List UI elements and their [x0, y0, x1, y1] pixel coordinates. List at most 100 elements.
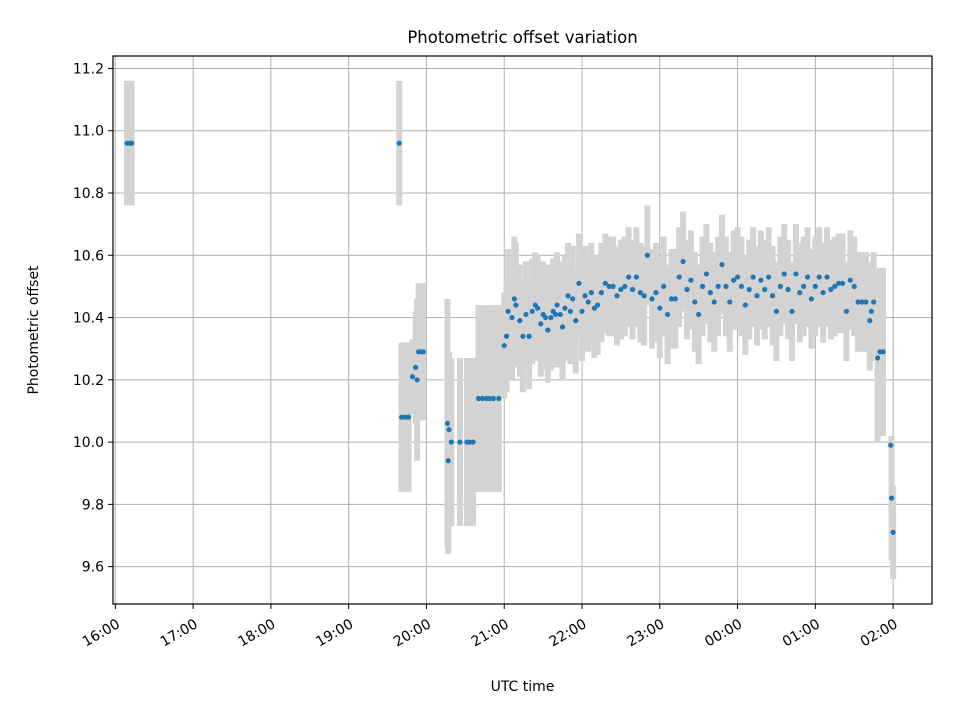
- data-point: [470, 439, 476, 445]
- data-point: [812, 283, 818, 290]
- data-point: [420, 349, 426, 355]
- data-point: [626, 274, 632, 280]
- y-axis-label: Photometric offset: [26, 265, 42, 395]
- data-point: [618, 286, 624, 293]
- data-point: [614, 293, 620, 299]
- data-point: [793, 271, 799, 277]
- data-point: [773, 308, 780, 314]
- y-tick-label: 9.6: [82, 560, 104, 576]
- data-point: [405, 414, 412, 420]
- data-point: [513, 302, 519, 308]
- data-point: [629, 286, 636, 293]
- data-point: [602, 280, 608, 286]
- data-point: [562, 305, 568, 311]
- data-point: [637, 290, 643, 296]
- data-point: [398, 414, 405, 420]
- data-point: [523, 311, 529, 318]
- data-point: [723, 283, 729, 290]
- data-point: [641, 293, 647, 299]
- data-point: [731, 277, 737, 283]
- data-point: [797, 290, 803, 296]
- data-point: [490, 395, 496, 402]
- data-point: [511, 296, 517, 302]
- data-point: [676, 274, 682, 280]
- y-tick-label: 10.4: [73, 311, 104, 327]
- data-point: [501, 342, 507, 349]
- data-point: [409, 374, 416, 380]
- data-point: [644, 252, 650, 258]
- data-point: [828, 286, 834, 293]
- data-point: [594, 302, 601, 308]
- data-point: [696, 311, 702, 318]
- y-tick-label: 10.8: [73, 186, 104, 202]
- data-point: [653, 290, 659, 296]
- data-point: [526, 333, 532, 339]
- data-point: [588, 290, 594, 296]
- data-point: [851, 283, 857, 290]
- data-point: [520, 333, 526, 339]
- data-point: [129, 140, 135, 146]
- data-point: [715, 283, 721, 290]
- point-layer: [124, 140, 896, 535]
- data-point: [479, 395, 486, 402]
- data-point: [496, 395, 502, 402]
- data-point: [867, 318, 873, 324]
- data-point: [754, 293, 760, 299]
- data-point: [719, 262, 725, 268]
- data-point: [672, 296, 678, 302]
- data-point: [448, 439, 454, 445]
- data-point: [552, 311, 559, 318]
- data-point: [573, 318, 579, 324]
- data-point: [567, 308, 573, 314]
- data-point: [445, 458, 451, 464]
- data-point: [863, 299, 869, 305]
- data-point: [804, 274, 811, 280]
- data-point: [509, 314, 515, 321]
- data-point: [396, 140, 402, 146]
- y-tick-label: 11.2: [73, 61, 104, 77]
- data-point: [699, 283, 706, 290]
- data-point: [789, 308, 795, 314]
- data-point: [868, 308, 874, 314]
- data-point: [758, 277, 764, 283]
- data-point: [582, 293, 588, 299]
- data-point: [657, 305, 663, 311]
- data-point: [711, 299, 717, 305]
- data-point: [734, 274, 741, 280]
- data-point: [832, 283, 838, 290]
- data-point: [576, 280, 582, 286]
- y-tick-label: 10.6: [73, 248, 104, 264]
- data-point: [554, 302, 560, 308]
- data-point: [412, 364, 419, 370]
- data-point: [548, 314, 554, 321]
- data-point: [503, 333, 510, 339]
- data-point: [855, 299, 861, 305]
- data-point: [839, 280, 846, 286]
- data-point: [559, 324, 566, 330]
- data-point: [529, 308, 535, 314]
- data-point: [545, 327, 551, 333]
- plot-frame: [112, 55, 933, 605]
- data-point: [843, 308, 850, 314]
- data-point: [446, 427, 452, 433]
- data-point: [684, 286, 690, 293]
- chart-title: Photometric offset variation: [407, 28, 637, 47]
- data-point: [457, 439, 463, 445]
- data-point: [414, 377, 420, 383]
- data-point: [680, 258, 686, 265]
- data-point: [727, 299, 733, 305]
- data-point: [542, 314, 549, 321]
- data-point: [622, 283, 628, 290]
- data-point: [688, 277, 694, 283]
- data-point: [874, 355, 881, 361]
- data-point: [538, 321, 544, 327]
- data-point: [816, 274, 822, 280]
- data-point: [808, 296, 815, 302]
- data-point: [746, 286, 752, 293]
- data-point: [585, 299, 591, 305]
- data-point: [707, 290, 713, 296]
- data-point: [444, 420, 451, 427]
- data-point: [762, 286, 768, 293]
- data-point: [847, 277, 853, 283]
